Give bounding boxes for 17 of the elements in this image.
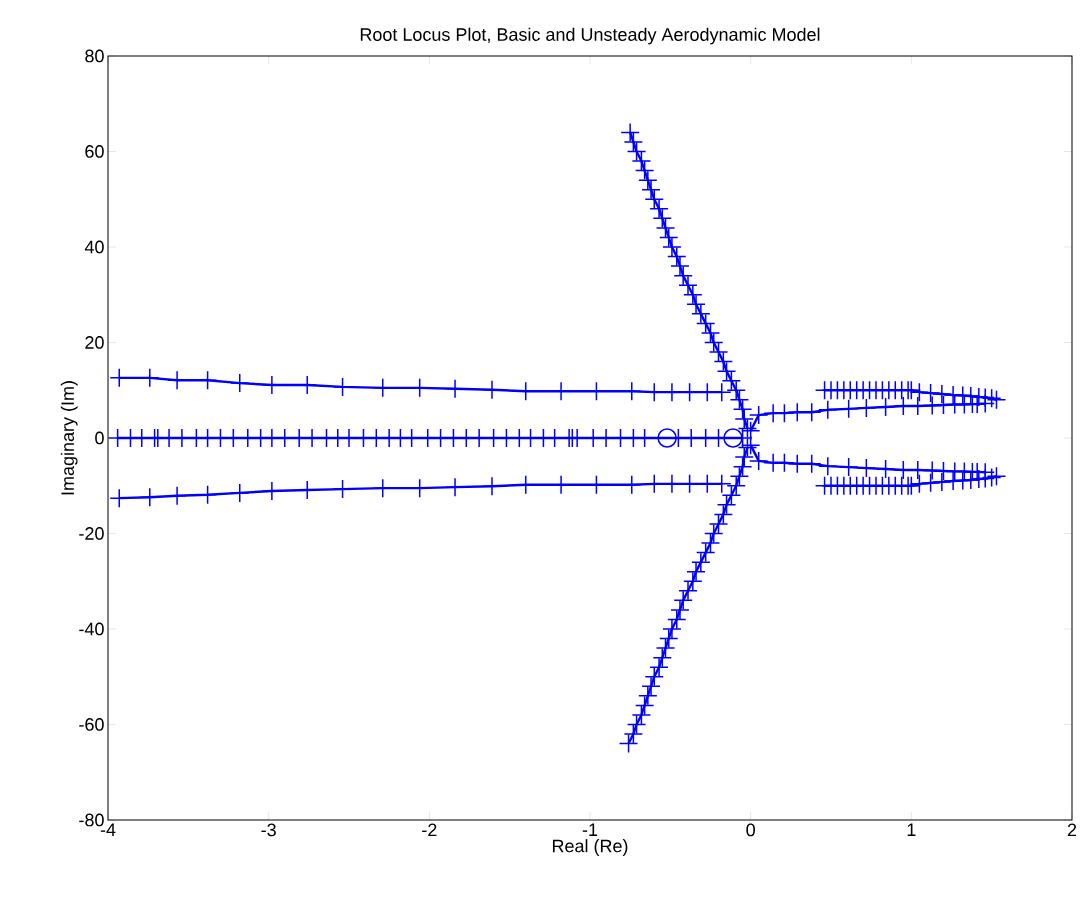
y-tick-label: 20 — [85, 336, 104, 349]
y-tick-label: -40 — [79, 622, 104, 636]
x-tick-label: 2 — [1067, 823, 1077, 837]
y-tick-label: 60 — [85, 145, 104, 158]
x-tick-label: 1 — [907, 823, 916, 836]
y-tick-label: 40 — [84, 240, 104, 254]
x-tick-label: -1 — [582, 823, 598, 836]
chart-title: Root Locus Plot, Basic and Unsteady Aerodynamic Model — [360, 27, 820, 45]
y-tick-label: -60 — [79, 718, 104, 731]
y-tick-label: 0 — [95, 431, 104, 445]
x-tick-label: 0 — [746, 823, 755, 837]
y-axis-title: Imaginary (Im) — [60, 381, 78, 495]
x-tick-label: -3 — [261, 823, 276, 837]
y-tick-label: 80 — [85, 49, 104, 63]
x-tick-label: -2 — [422, 823, 437, 837]
y-tick-label: -20 — [79, 527, 104, 540]
x-axis-title: Real (Re) — [552, 839, 628, 856]
